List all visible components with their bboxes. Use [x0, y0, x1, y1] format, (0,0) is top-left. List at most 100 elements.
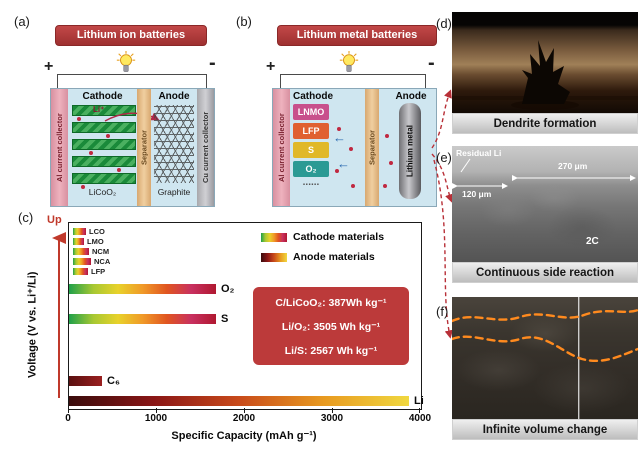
- y-axis-label: Voltage (V vs. Li⁺/Li): [24, 240, 40, 410]
- plus-terminal-b: +: [266, 58, 276, 75]
- sem-measurement-arrows: [452, 158, 636, 189]
- li-ion-dot: [351, 184, 355, 188]
- bar-label-li: Li: [414, 395, 424, 407]
- separator-label-b: Separator: [367, 130, 377, 166]
- rate-2c-label: 2C: [586, 236, 599, 247]
- cathode-layer: [72, 105, 136, 116]
- x-axis-label: Specific Capacity (mAh g⁻¹): [171, 430, 317, 442]
- light-bulb-icon: [339, 51, 359, 72]
- bar-row-lfp: LFP: [73, 267, 105, 276]
- anode-label-a: Anode: [158, 91, 190, 102]
- bar-s: [69, 314, 216, 324]
- x-tick: [68, 408, 70, 413]
- cathode-material-o2: O₂: [293, 161, 329, 177]
- cathode-label-a: Cathode: [82, 91, 123, 102]
- al-current-collector-a: Al current collector: [51, 89, 68, 206]
- battery-cell-a: Al current collector Cathode LiCoO₂ Li⁺ …: [50, 88, 215, 207]
- bar-c6: [69, 376, 102, 386]
- up-annotation: Up: [47, 214, 62, 226]
- li-ion-dot: [77, 117, 81, 121]
- minus-terminal-b: -: [428, 52, 435, 74]
- panel-f-label: (f): [436, 304, 449, 319]
- circuit-wire-b-right: [425, 74, 426, 88]
- al-collector-label-b: Al current collector: [277, 113, 286, 182]
- x-tick-label: 0: [65, 413, 71, 424]
- li-ion-label: Li⁺: [93, 105, 105, 114]
- anode-label-b: Anode: [395, 91, 427, 102]
- cu-current-collector-a: Cu current collector: [197, 89, 214, 206]
- light-bulb-icon: [116, 51, 136, 72]
- cathode-layer: [72, 122, 136, 133]
- circuit-wire-b: [280, 74, 426, 75]
- bar-label-s: S: [221, 313, 229, 325]
- bar-row-c6: C₆: [69, 375, 120, 387]
- cathode-label-b: Cathode: [293, 91, 333, 102]
- al-collector-label-a: Al current collector: [55, 113, 64, 182]
- bar-label-ncm: NCM: [92, 247, 110, 256]
- annotation-lio2: Li/O₂: 3505 Wh kg⁻¹: [281, 321, 381, 333]
- legend-anode: Anode materials: [261, 251, 375, 263]
- x-tick-label: 2000: [232, 413, 256, 424]
- circuit-wire-b-left: [280, 74, 281, 88]
- cathode-layer: [72, 156, 136, 167]
- dashed-connector-arrows: [431, 89, 454, 339]
- plus-terminal-a: +: [44, 58, 54, 75]
- li-ion-migration-arrow: [104, 112, 160, 122]
- li-ion-dot: [81, 185, 85, 189]
- dendrite-silhouette: [452, 40, 638, 110]
- x-tick: [419, 408, 421, 413]
- li-ion-dot: [337, 127, 341, 131]
- residual-li-label: Residual Li: [456, 148, 502, 158]
- panel-a-title: Lithium ion batteries: [55, 25, 207, 46]
- li-ion-dot: [335, 169, 339, 173]
- width-120-label: 120 μm: [462, 189, 492, 199]
- al-current-collector-b: Al current collector: [273, 89, 290, 206]
- panel-c: (c) Voltage (V vs. Li⁺/Li) Up LCO LMO NC…: [14, 210, 434, 454]
- x-tick: [244, 408, 246, 413]
- circuit-wire-a-right: [206, 74, 207, 88]
- bar-row-li: Li: [69, 395, 424, 407]
- chart-plot-area: LCO LMO NCM NCA LFP O₂: [68, 222, 424, 410]
- bar-lfp: [73, 268, 88, 275]
- panel-a-label: (a): [14, 14, 30, 29]
- bar-row-s: S: [69, 313, 228, 325]
- annotation-lis: Li/S: 2567 Wh kg⁻¹: [284, 345, 378, 357]
- panel-e-label: (e): [436, 150, 452, 165]
- cathode-layer: [72, 173, 136, 184]
- cathode-legend-swatch: [261, 232, 287, 242]
- more-materials-ellipsis: ......: [302, 177, 320, 188]
- bar-lco: [73, 228, 86, 235]
- graphite-structure: [154, 105, 194, 183]
- bar-label-lco: LCO: [89, 227, 105, 236]
- side-reaction-sem-image: Residual Li 120 μm 270 μm 2C: [452, 146, 638, 262]
- cathode-material-a: LiCoO₂: [88, 187, 117, 197]
- separator-b: Separator: [365, 89, 379, 206]
- bar-lmo: [73, 238, 84, 245]
- battery-cell-b: Al current collector Cathode LNMO LFP S …: [272, 88, 437, 207]
- anode-legend-label: Anode materials: [293, 251, 375, 263]
- voltage-up-arrow: [52, 232, 66, 398]
- panel-b-label: (b): [236, 14, 252, 29]
- bar-label-lmo: LMO: [87, 237, 104, 246]
- x-tick-label: 1000: [144, 413, 168, 424]
- cathode-material-lnmo: LNMO: [293, 104, 329, 120]
- x-tick: [156, 408, 158, 413]
- bar-o2: [69, 284, 216, 294]
- panel-d-caption: Dendrite formation: [452, 113, 638, 134]
- width-270-label: 270 μm: [558, 161, 588, 171]
- li-ion-dot: [89, 151, 93, 155]
- panel-e-caption: Continuous side reaction: [452, 262, 638, 283]
- minus-terminal-a: -: [209, 52, 216, 74]
- electrode-boundary-dashes: [452, 297, 638, 419]
- panel-f-caption: Infinite volume change: [452, 419, 638, 440]
- ion-flow-arrow: ←: [333, 130, 346, 145]
- ion-flow-arrow: ←: [337, 156, 350, 171]
- legend-cathode: Cathode materials: [261, 231, 384, 243]
- cathode-material-s: S: [293, 142, 329, 158]
- x-tick-label: 4000: [408, 413, 432, 424]
- bar-label-o2: O₂: [221, 283, 235, 295]
- cu-collector-label-a: Cu current collector: [201, 111, 210, 184]
- li-ion-dot: [385, 134, 389, 138]
- energy-density-annotation-box: C/LiCoO₂: 387Wh kg⁻¹ Li/O₂: 3505 Wh kg⁻¹…: [253, 287, 409, 365]
